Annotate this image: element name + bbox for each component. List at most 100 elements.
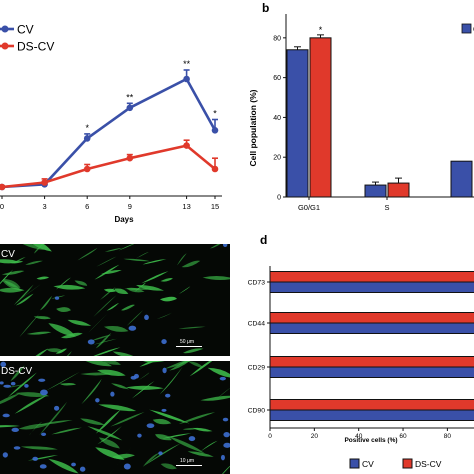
micrograph-dscv-scalebar xyxy=(176,465,202,466)
cell-fibre xyxy=(45,371,80,392)
cell-fibre xyxy=(178,286,191,295)
cell-fibre xyxy=(192,427,213,432)
surface-marker-x-axis-label: Positive cells (%) xyxy=(344,437,397,444)
cell-fibre xyxy=(93,347,121,356)
significance-day-15: * xyxy=(213,109,217,119)
cell-fibre xyxy=(90,334,112,341)
cell-nucleus xyxy=(79,466,86,472)
data-point-ds-cv-9 xyxy=(126,154,134,162)
cell-fibre xyxy=(46,348,64,353)
cell-fibre xyxy=(60,332,83,339)
growth-curve-axes: 0 3 6 9 13 15 xyxy=(0,195,222,211)
cell-nucleus xyxy=(41,432,47,436)
significance-G0/G1: * xyxy=(319,25,323,35)
cell-fibre xyxy=(125,385,164,390)
y-tick-label-cd90: CD90 xyxy=(248,408,266,415)
cell-nucleus xyxy=(71,462,76,467)
cell-fibre xyxy=(222,465,230,474)
cell-nucleus xyxy=(110,391,115,397)
cell-fibre xyxy=(15,392,50,397)
panel-b-label: b xyxy=(262,1,269,15)
x-tick-label-S: S xyxy=(384,203,389,212)
cell-fibre xyxy=(48,458,79,474)
cell-nucleus xyxy=(161,339,167,345)
cell-fibre xyxy=(121,304,135,311)
cell-fibre xyxy=(92,338,118,345)
legend-marker-ds-cv xyxy=(1,42,9,50)
cell-fibre xyxy=(35,348,49,356)
legend-swatch-ds-cv xyxy=(402,458,413,469)
cell-nucleus xyxy=(161,408,167,412)
cell-fibre xyxy=(66,351,72,356)
micrograph-cv-scale-label: 50 μm xyxy=(180,339,194,345)
cell-fibre xyxy=(81,378,102,405)
cell-fibre xyxy=(97,369,126,376)
cell-fibre xyxy=(14,394,48,414)
cell-fibre xyxy=(88,312,109,333)
cell-fibre xyxy=(183,348,204,354)
cell-fibre xyxy=(77,247,98,261)
cell-fibre xyxy=(102,361,121,365)
y-tick-label-20: 20 xyxy=(273,155,281,162)
x-tick-label-G0/G1: G0/G1 xyxy=(298,203,320,212)
cell-fibre xyxy=(210,244,221,249)
legend-label-cv: CV xyxy=(362,459,374,469)
cell-fibre xyxy=(6,384,27,388)
x-tick-label-13: 13 xyxy=(182,202,190,211)
cell-nucleus xyxy=(158,451,163,456)
cell-fibre xyxy=(98,404,137,412)
cell-nucleus xyxy=(13,446,21,450)
legend-label-ds-cv: DS-CV xyxy=(17,40,54,54)
cell-fibre xyxy=(20,446,58,450)
bar-cv-S xyxy=(364,184,387,198)
cell-fibre xyxy=(19,313,40,338)
cell-nucleus xyxy=(54,405,60,411)
cell-fibre xyxy=(25,260,43,265)
cell-fibre xyxy=(111,383,129,390)
cell-nucleus xyxy=(223,442,230,448)
cell-fibre xyxy=(32,244,52,252)
cell-nucleus xyxy=(2,452,8,458)
growth-curve-series: ****** xyxy=(0,59,219,191)
cell-fibre xyxy=(39,401,68,436)
cell-fibre xyxy=(202,276,230,280)
series-line-ds-cv xyxy=(1,144,216,189)
cell-fibre xyxy=(118,244,135,251)
cell-fibre xyxy=(152,418,172,425)
surface-marker-chart: d 0 20 40 60 80 CD73 CD44 CD29 CD90 Positive cel… xyxy=(248,233,474,469)
cell-nucleus xyxy=(220,454,225,461)
cell-fibre xyxy=(48,323,77,337)
cell-fibre xyxy=(80,418,106,426)
cell-fibre xyxy=(155,434,172,441)
cell-fibre xyxy=(159,296,177,302)
cell-fibre xyxy=(2,278,21,288)
cell-nucleus xyxy=(11,427,19,433)
cell-fibre xyxy=(74,280,88,286)
cell-fibre xyxy=(0,393,21,405)
cell-fibre xyxy=(95,409,122,434)
bar-ds-cv-cd29 xyxy=(269,356,474,368)
legend-label-ds-cv: DS-CV xyxy=(415,459,442,469)
cell-nucleus xyxy=(2,413,10,418)
cell-fibre xyxy=(94,264,120,280)
x-tick-label-80: 80 xyxy=(444,433,452,440)
bar-cv-cd29 xyxy=(269,366,474,378)
cell-fibre xyxy=(87,426,123,441)
cell-fibre xyxy=(142,452,160,467)
cell-fibre xyxy=(59,382,77,386)
cell-fibre xyxy=(33,316,51,320)
cell-nucleus xyxy=(123,463,131,470)
y-tick-label-0: 0 xyxy=(277,195,281,202)
cell-nucleus xyxy=(24,383,29,388)
cell-fibre xyxy=(98,437,120,449)
x-tick-label-0: 0 xyxy=(0,202,4,211)
cell-fibre xyxy=(178,412,216,424)
cell-fibre xyxy=(160,278,173,282)
data-point-ds-cv-13 xyxy=(183,142,190,149)
micrograph-dscv-label: DS-CV xyxy=(1,366,33,377)
cell-fibre xyxy=(143,443,181,466)
y-tick-label-cd44: CD44 xyxy=(248,321,266,328)
cell-fibre xyxy=(53,284,86,290)
cell-fibre xyxy=(142,259,167,265)
cell-nucleus xyxy=(10,381,16,386)
